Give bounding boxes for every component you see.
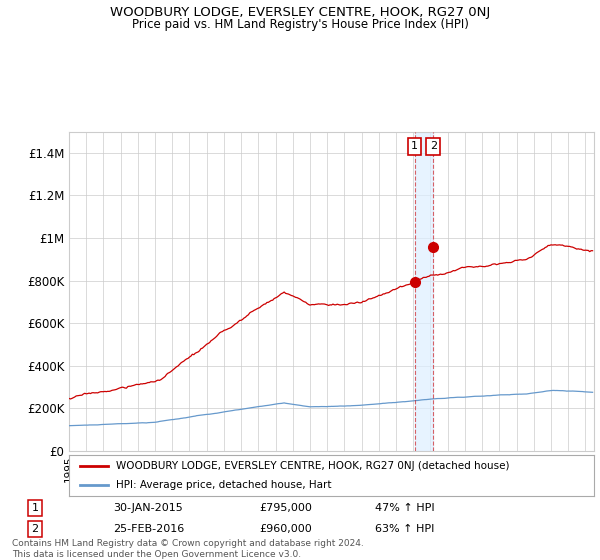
Text: 47% ↑ HPI: 47% ↑ HPI <box>375 503 434 512</box>
Text: £795,000: £795,000 <box>260 503 313 512</box>
Text: Price paid vs. HM Land Registry's House Price Index (HPI): Price paid vs. HM Land Registry's House … <box>131 18 469 31</box>
Text: 1: 1 <box>411 142 418 152</box>
Text: Contains HM Land Registry data © Crown copyright and database right 2024.
This d: Contains HM Land Registry data © Crown c… <box>12 539 364 559</box>
Text: WOODBURY LODGE, EVERSLEY CENTRE, HOOK, RG27 0NJ: WOODBURY LODGE, EVERSLEY CENTRE, HOOK, R… <box>110 6 490 18</box>
Text: 2: 2 <box>31 524 38 534</box>
Text: 1: 1 <box>32 503 38 512</box>
Bar <box>415 132 433 451</box>
Text: 25-FEB-2016: 25-FEB-2016 <box>113 524 184 534</box>
Text: HPI: Average price, detached house, Hart: HPI: Average price, detached house, Hart <box>116 480 332 489</box>
Text: 30-JAN-2015: 30-JAN-2015 <box>113 503 182 512</box>
Text: WOODBURY LODGE, EVERSLEY CENTRE, HOOK, RG27 0NJ (detached house): WOODBURY LODGE, EVERSLEY CENTRE, HOOK, R… <box>116 461 510 471</box>
Text: 2: 2 <box>430 142 437 152</box>
Text: 63% ↑ HPI: 63% ↑ HPI <box>375 524 434 534</box>
Text: £960,000: £960,000 <box>260 524 313 534</box>
